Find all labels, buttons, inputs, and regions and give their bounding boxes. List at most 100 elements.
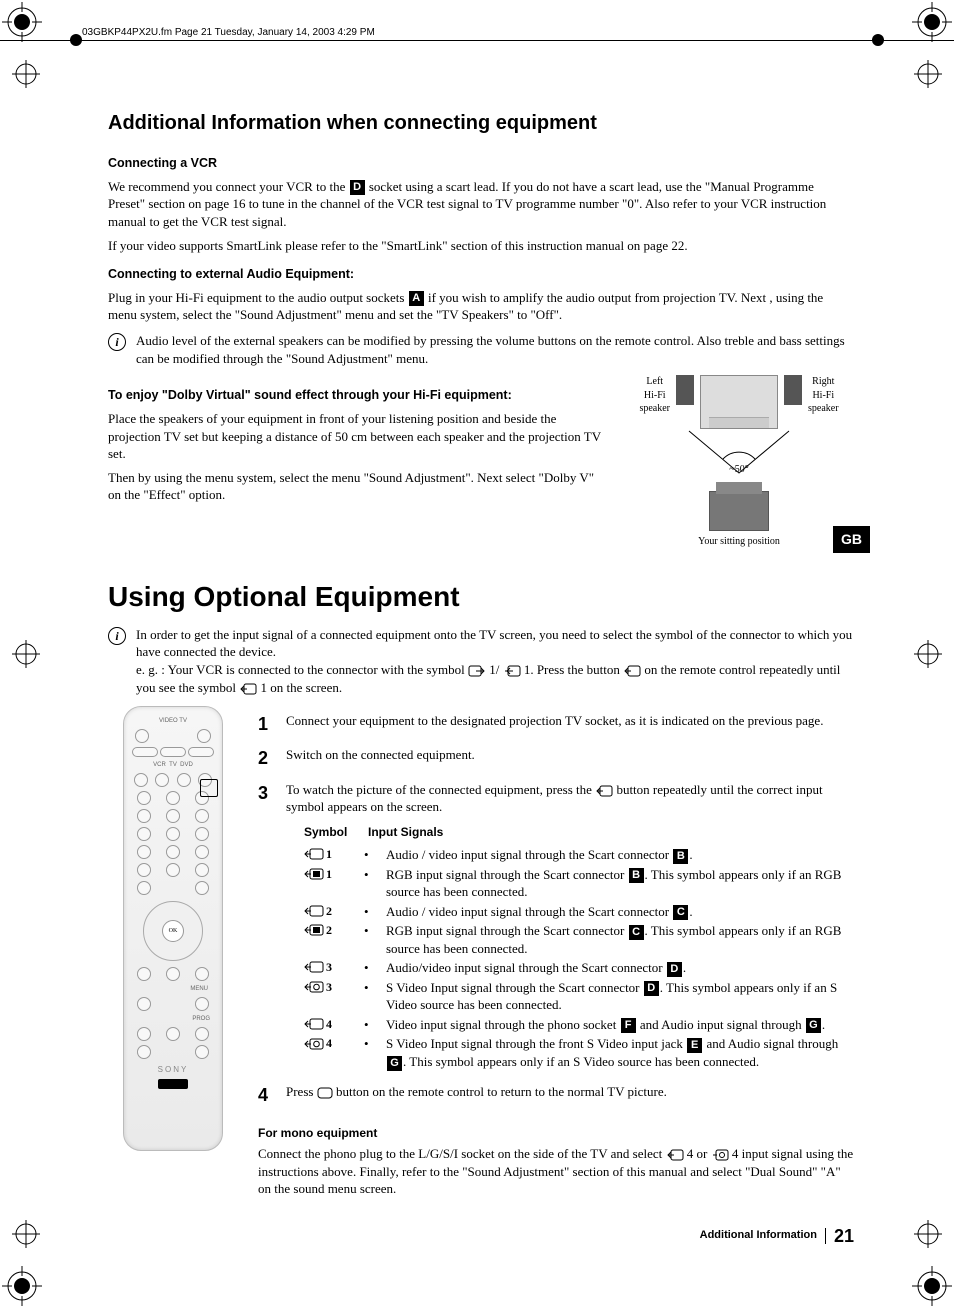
signal-row: 2•RGB input signal through the Scart con…	[304, 922, 854, 957]
tv-button-icon	[317, 1087, 333, 1099]
signal-row: 1•Audio / video input signal through the…	[304, 846, 854, 864]
sofa-icon	[709, 491, 769, 531]
signal-desc: S Video Input signal through the Scart c…	[386, 979, 854, 1014]
mono-heading: For mono equipment	[258, 1125, 854, 1141]
signal-desc: Audio / video input signal through the S…	[386, 903, 854, 921]
col-input-signals: Input Signals	[368, 824, 443, 840]
bullet: •	[364, 959, 374, 977]
s3a: To watch the picture of the connected eq…	[286, 782, 595, 797]
signal-table-rows: 1 • Audio / video input signal through the…	[286, 846, 854, 1071]
input-arrow-icon	[503, 665, 521, 677]
socket-a-icon: A	[409, 291, 424, 306]
reg-mark-r2	[914, 640, 942, 668]
info-b1: e. g. : Your VCR is connected to the con…	[136, 662, 468, 677]
mono-pa: Connect the phono plug to the L/G/S/I so…	[258, 1146, 666, 1161]
bullet: •	[364, 1016, 374, 1034]
remote-menu-label: MENU	[130, 985, 216, 993]
s4b: button on the remote control to return t…	[336, 1084, 667, 1099]
reg-mark-r1	[914, 60, 942, 88]
mono-para: Connect the phono plug to the L/G/S/I so…	[258, 1145, 854, 1198]
step-num-4: 4	[258, 1083, 276, 1107]
step-num-1: 1	[258, 712, 276, 736]
step-1-body: Connect your equipment to the designated…	[286, 712, 854, 730]
footer-separator	[825, 1228, 826, 1244]
bullet: •	[364, 922, 374, 940]
footer-section: Additional Information	[700, 1228, 817, 1243]
signal-row: 3•Audio/video input signal through the S…	[304, 959, 854, 977]
input-button-icon	[623, 665, 641, 677]
footer-page-number: 21	[834, 1224, 854, 1248]
right-speaker-label: Right Hi-Fi speaker	[808, 375, 839, 416]
signal-desc: RGB input signal through the Scart conne…	[386, 866, 854, 901]
signal-row: 1 • RGB input signal through the Scart con…	[304, 866, 854, 901]
remote-prog-label: PROG	[130, 1015, 216, 1023]
reg-mark-l2	[12, 640, 40, 668]
section2-info-row: i In order to get the input signal of a …	[108, 626, 854, 696]
section1-title: Additional Information when connecting e…	[108, 110, 854, 137]
reg-mark-l3	[12, 1220, 40, 1248]
signal-desc: RGB input signal through the Scart conne…	[386, 922, 854, 957]
signal-symbol: 4	[304, 1016, 352, 1032]
bullet: •	[364, 1035, 374, 1053]
signal-desc: Video input signal through the phono soc…	[386, 1016, 854, 1034]
audio-para: Plug in your Hi-Fi equipment to the audi…	[108, 289, 854, 324]
bullet: •	[364, 903, 374, 921]
input-arrow-icon	[468, 665, 486, 677]
remote-dpad: OK	[143, 901, 203, 961]
info-b2: 1. Press the button	[524, 662, 623, 677]
signal-table-header: Symbol Input Signals	[304, 824, 854, 840]
dolby-block: To enjoy "Dolby Virtual" sound effect th…	[108, 375, 854, 548]
crop-ornament-tl	[2, 2, 42, 42]
dolby-diagram: Left Hi-Fi speaker Right Hi-Fi speaker ~…	[624, 375, 854, 548]
step-4-body: Press button on the remote control to re…	[286, 1083, 854, 1101]
dolby-text: To enjoy "Dolby Virtual" sound effect th…	[108, 375, 604, 510]
audio-heading: Connecting to external Audio Equipment:	[108, 266, 854, 283]
input-button-icon	[595, 785, 613, 797]
bullet: •	[364, 846, 374, 864]
socket-d-icon: D	[350, 180, 365, 195]
left-speaker-icon	[676, 375, 694, 405]
remote-column: VIDEO TV VCR TV DVD OK MENU PROG	[108, 706, 238, 1204]
remote-tv-badge	[158, 1079, 188, 1089]
mono-pmid: 4 or	[687, 1146, 711, 1161]
signal-row: 3•S Video Input signal through the Scart…	[304, 979, 854, 1014]
signal-row: 4 • S Video Input signal through the front…	[304, 1035, 854, 1070]
signal-desc: Audio/video input signal through the Sca…	[386, 959, 854, 977]
reg-mark-r3	[914, 1220, 942, 1248]
remote-ok-button: OK	[162, 920, 184, 942]
vcr-para: We recommend you connect your VCR to the…	[108, 178, 854, 231]
audio-info-text: Audio level of the external speakers can…	[136, 332, 854, 367]
sitting-label: Your sitting position	[624, 535, 854, 549]
input-arrow-icon	[239, 683, 257, 695]
section2-title: Using Optional Equipment	[108, 578, 854, 616]
signal-symbol: 2	[304, 903, 352, 919]
signal-symbol: 4	[304, 1035, 352, 1051]
tv-icon	[700, 375, 778, 429]
input-sv-icon	[711, 1149, 729, 1161]
step-2-body: Switch on the connected equipment.	[286, 746, 854, 764]
signal-symbol: 3	[304, 979, 352, 995]
crop-ornament-br	[912, 1266, 952, 1306]
remote-top-label: VIDEO TV	[130, 717, 216, 725]
audio-info-row: i Audio level of the external speakers c…	[108, 332, 854, 367]
remote-control-image: VIDEO TV VCR TV DVD OK MENU PROG	[123, 706, 223, 1151]
bullet: •	[364, 866, 374, 884]
input-arrow-icon	[666, 1149, 684, 1161]
dolby-p1: Place the speakers of your equipment in …	[108, 410, 604, 463]
step-num-2: 2	[258, 746, 276, 770]
s4a: Press	[286, 1084, 317, 1099]
signal-symbol: 1	[304, 846, 352, 862]
step-2: 2 Switch on the connected equipment.	[258, 746, 854, 770]
signal-symbol: 1	[304, 866, 352, 882]
info-icon: i	[108, 333, 126, 351]
info-icon: i	[108, 627, 126, 645]
signal-row: 4 • Video input signal through the phono s…	[304, 1016, 854, 1034]
page: 03GBKP44PX2U.fm Page 21 Tuesday, January…	[0, 0, 954, 1308]
step-3-body: To watch the picture of the connected eq…	[286, 781, 854, 1073]
info-bmid: 1/	[489, 662, 502, 677]
vcr-p1a: We recommend you connect your VCR to the	[108, 179, 349, 194]
gb-tab: GB	[833, 526, 870, 553]
remote-brand: SONY	[130, 1065, 216, 1076]
signal-desc: S Video Input signal through the front S…	[386, 1035, 854, 1070]
info-b4: 1 on the screen.	[261, 680, 343, 695]
